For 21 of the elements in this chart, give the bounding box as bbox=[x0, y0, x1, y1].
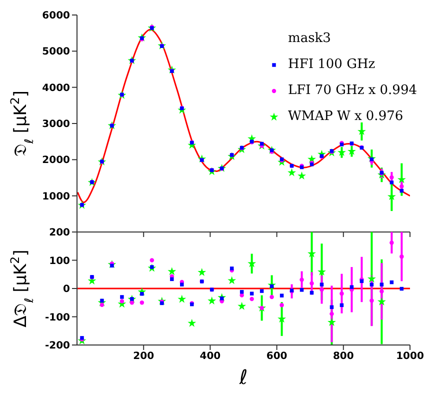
y-tick-label: -100 bbox=[44, 312, 70, 324]
legend-title: mask3 bbox=[287, 30, 332, 48]
y-tick-label: 100 bbox=[49, 256, 70, 267]
y-tick-label: 200 bbox=[49, 228, 70, 239]
legend-label: LFI 70 GHz x 0.994 bbox=[288, 82, 417, 100]
y-tick-label: 1000 bbox=[42, 191, 70, 202]
y-tick-label: 4000 bbox=[42, 82, 70, 94]
x-axis-title: ℓ bbox=[238, 365, 248, 389]
x-tick-label: 1000 bbox=[396, 351, 424, 362]
legend-label: HFI 100 GHz bbox=[288, 56, 376, 74]
y-tick-label: 5000 bbox=[42, 46, 70, 58]
y-tick-label: 6000 bbox=[42, 10, 70, 22]
y-tick-label: -200 bbox=[44, 340, 70, 352]
x-tick-label: 800 bbox=[332, 351, 354, 362]
legend-label: WMAP W x 0.976 bbox=[288, 108, 404, 126]
x-tick-label: 600 bbox=[266, 351, 288, 362]
x-tick-label: 200 bbox=[133, 351, 154, 362]
y-tick-label: 3000 bbox=[42, 119, 70, 130]
y-tick-label: 0 bbox=[63, 284, 70, 296]
x-tick-label: 400 bbox=[200, 351, 221, 362]
y-tick-label: 2000 bbox=[42, 155, 70, 166]
